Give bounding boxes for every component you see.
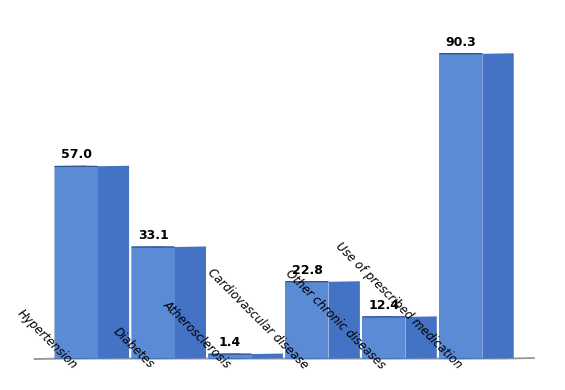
Text: 12.4: 12.4 [368,299,399,312]
Text: Hypertension: Hypertension [15,306,80,371]
Polygon shape [362,317,406,359]
Polygon shape [362,316,394,359]
Ellipse shape [132,358,175,359]
Text: Use of prescribed medication: Use of prescribed medication [333,240,464,371]
Polygon shape [98,166,129,359]
Polygon shape [132,246,163,359]
Ellipse shape [208,358,251,359]
Polygon shape [55,166,98,359]
Polygon shape [285,281,317,359]
Text: 22.8: 22.8 [292,264,323,277]
Ellipse shape [439,358,483,359]
Ellipse shape [55,358,98,359]
Text: 1.4: 1.4 [219,336,241,349]
Text: Cardiovascular disease: Cardiovascular disease [205,266,311,371]
Polygon shape [328,281,360,359]
Polygon shape [208,353,240,359]
Text: 90.3: 90.3 [445,36,476,49]
Ellipse shape [55,166,98,167]
Ellipse shape [285,358,328,359]
Polygon shape [439,53,471,359]
Polygon shape [208,354,251,359]
Text: Other chronic diseases: Other chronic diseases [283,266,388,371]
Polygon shape [34,358,534,359]
Ellipse shape [208,354,251,355]
Polygon shape [175,246,206,359]
Text: Diabetes: Diabetes [111,325,157,371]
Text: 33.1: 33.1 [138,229,168,242]
Ellipse shape [362,358,406,359]
Polygon shape [406,316,437,359]
Ellipse shape [439,53,483,54]
Polygon shape [285,282,328,359]
Text: Atherosclerosis: Atherosclerosis [161,298,234,371]
Polygon shape [55,166,86,359]
Polygon shape [483,53,514,359]
Polygon shape [439,54,483,359]
Polygon shape [132,247,175,359]
Text: 57.0: 57.0 [60,148,92,161]
Polygon shape [251,353,283,359]
